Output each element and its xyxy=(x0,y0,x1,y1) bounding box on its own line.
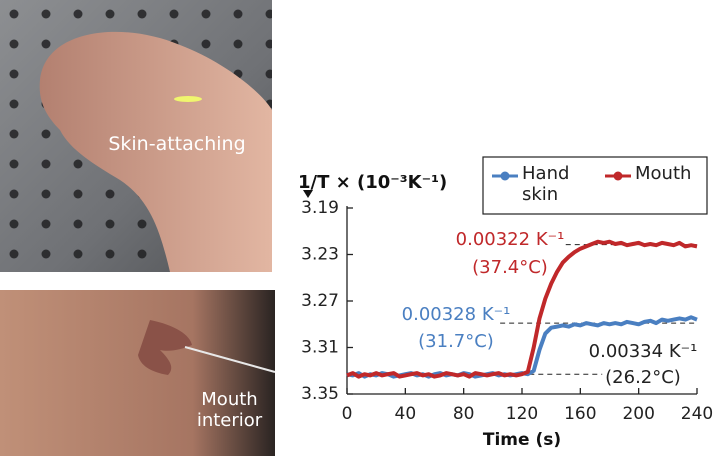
photo-hand xyxy=(0,0,272,272)
annotation: 0.00328 K⁻¹ xyxy=(402,304,511,325)
photo-mouth xyxy=(0,290,276,456)
x-tick-label: 40 xyxy=(395,404,417,424)
y-tick-label: 3.27 xyxy=(301,291,339,311)
y-axis-label: 1/T × (10⁻³K⁻¹) xyxy=(298,172,447,193)
y-tick-label: 3.35 xyxy=(301,384,339,404)
legend-box xyxy=(482,156,708,215)
x-tick-label: 0 xyxy=(342,404,353,424)
series-line xyxy=(346,239,698,379)
annotation: (26.2°C) xyxy=(605,367,681,388)
photo-label: Mouth interior xyxy=(196,389,263,431)
x-tick-label: 120 xyxy=(506,404,538,424)
annotation: 0.00322 K⁻¹ xyxy=(456,229,565,250)
x-tick-label: 200 xyxy=(622,404,654,424)
annotation: (31.7°C) xyxy=(418,331,494,352)
y-tick-label: 3.23 xyxy=(301,245,339,265)
x-tick-label: 160 xyxy=(564,404,596,424)
legend-marker xyxy=(500,171,510,181)
legend-marker xyxy=(613,171,623,181)
axis-arrow xyxy=(303,190,313,198)
x-tick-label: 80 xyxy=(453,404,475,424)
legend-label: Mouth xyxy=(635,163,692,184)
x-tick-label: 240 xyxy=(681,404,713,424)
legend-label: Hand skin xyxy=(522,163,570,205)
x-axis-label: Time (s) xyxy=(483,430,561,450)
y-tick-label: 3.19 xyxy=(301,198,339,218)
y-tick-label: 3.31 xyxy=(301,338,339,358)
annotation: 0.00334 K⁻¹ xyxy=(589,341,698,362)
annotation: (37.4°C) xyxy=(472,257,548,278)
plot-area: 3.19 3.23 3.27 3.31 3.350 40 80 120 160 200 240 0.0… xyxy=(301,198,713,424)
photo-label: Skin-attaching xyxy=(108,133,246,155)
